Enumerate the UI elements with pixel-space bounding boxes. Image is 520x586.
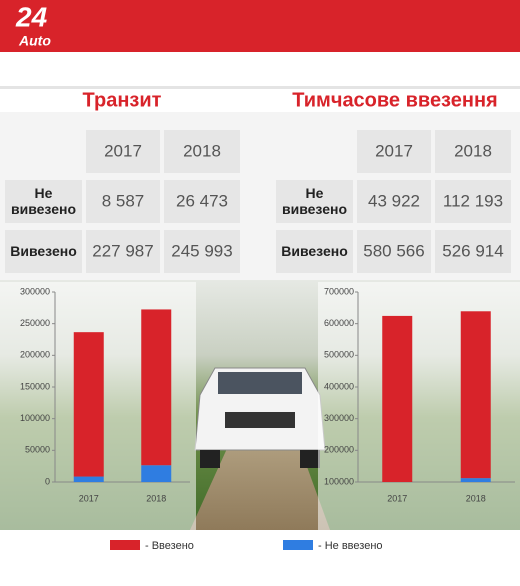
bar-segment <box>460 311 491 479</box>
y-tick-label: 200000 <box>20 350 50 360</box>
bar-segment <box>460 478 491 482</box>
table-cell <box>435 180 511 223</box>
bar-segment <box>73 332 104 477</box>
table-value: 245 993 <box>171 241 232 260</box>
legend-label: - Ввезено <box>145 540 194 552</box>
table-cell <box>86 230 160 273</box>
table-cell <box>164 130 240 173</box>
column-header: 2017 <box>375 141 413 160</box>
table-value: 43 922 <box>368 191 420 210</box>
table-title: Тимчасове ввезення <box>292 89 497 111</box>
x-tick-label: 2017 <box>79 493 99 503</box>
table-cell <box>164 180 240 223</box>
column-header: 2017 <box>104 141 142 160</box>
table-value: 227 987 <box>92 241 153 260</box>
row-header: Вивезено <box>10 243 77 259</box>
x-tick-label: 2017 <box>387 493 407 503</box>
table-value: 580 566 <box>363 241 424 260</box>
table-cell <box>5 230 82 273</box>
y-tick-label: 400000 <box>324 381 354 391</box>
table-value: 112 193 <box>443 191 503 210</box>
bar-segment <box>141 309 172 466</box>
table-cell <box>164 230 240 273</box>
y-tick-label: 250000 <box>20 318 50 328</box>
y-tick-label: 100000 <box>20 413 50 423</box>
table-value: 26 473 <box>176 191 228 210</box>
y-tick-label: 200000 <box>324 445 354 455</box>
table-cell <box>86 180 160 223</box>
y-tick-label: 150000 <box>20 381 50 391</box>
y-tick-label: 300000 <box>324 413 354 423</box>
table-cell <box>276 230 353 273</box>
header-bar <box>0 0 520 52</box>
y-tick-label: 500000 <box>324 350 354 360</box>
row-header: Не вивезено <box>11 185 76 217</box>
table-cell <box>357 180 431 223</box>
row-header: Не вивезено <box>282 185 347 217</box>
y-tick-label: 0 <box>45 476 50 486</box>
logo-text: Auto <box>18 33 51 49</box>
legend-swatch <box>283 540 313 550</box>
table-cell <box>276 180 353 223</box>
table-cell <box>435 230 511 273</box>
bar-segment <box>382 315 413 482</box>
table-value: 526 914 <box>442 241 503 260</box>
legend-swatch <box>110 540 140 550</box>
legend-label: - Не ввезено <box>318 540 383 552</box>
y-tick-label: 300000 <box>20 286 50 296</box>
table-cell <box>357 130 431 173</box>
y-tick-label: 600000 <box>324 318 354 328</box>
table-value: 8 587 <box>102 191 145 210</box>
table-cell <box>435 130 511 173</box>
table-cell <box>357 230 431 273</box>
y-tick-label: 50000 <box>25 445 50 455</box>
y-tick-label: 700000 <box>324 286 354 296</box>
bar-segment <box>141 465 172 482</box>
y-tick-label: 100000 <box>324 476 354 486</box>
logo-number: 24 <box>15 1 48 32</box>
divider <box>0 86 520 89</box>
table-cell <box>5 180 82 223</box>
table-cell <box>86 130 160 173</box>
legend-band <box>0 530 520 581</box>
bar-segment <box>73 476 104 482</box>
column-header: 2018 <box>183 141 221 160</box>
column-header: 2018 <box>454 141 492 160</box>
table-title: Транзит <box>83 89 162 111</box>
row-header: Вивезено <box>281 243 348 259</box>
photo-car <box>194 367 326 468</box>
x-tick-label: 2018 <box>146 493 166 503</box>
x-tick-label: 2018 <box>466 493 486 503</box>
